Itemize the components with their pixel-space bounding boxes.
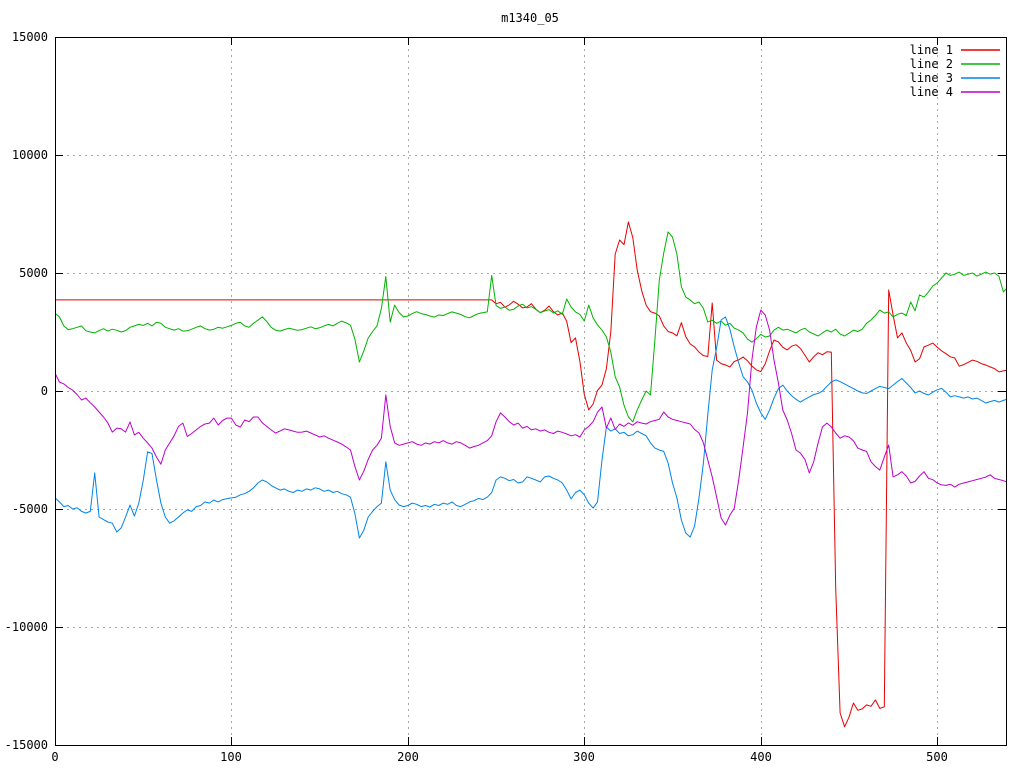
legend-label-3: line 3 [910, 71, 953, 85]
x-tick-label: 200 [397, 750, 419, 764]
y-tick-label: 15000 [12, 30, 48, 44]
series-line-3 [55, 316, 1006, 539]
y-tick-label: -10000 [5, 620, 48, 634]
series-line-4 [55, 309, 1006, 526]
data-series [55, 221, 1006, 728]
y-tick-label: 5000 [19, 266, 48, 280]
y-tick-label: -15000 [5, 738, 48, 752]
grid-lines [55, 37, 1006, 745]
y-tick-label: -5000 [12, 502, 48, 516]
x-tick-label: 0 [51, 750, 58, 764]
legend-label-1: line 1 [910, 43, 953, 57]
series-line-1 [55, 221, 1006, 728]
y-tick-label: 0 [41, 384, 48, 398]
x-tick-label: 400 [750, 750, 772, 764]
x-tick-label: 300 [573, 750, 595, 764]
chart-title: m1340_05 [501, 11, 559, 25]
axes: -15000 -10000 -5000 0 5000 10000 15000 0 100 200 3… [5, 30, 1007, 764]
legend-label-2: line 2 [910, 57, 953, 71]
x-tick-label: 100 [220, 750, 242, 764]
x-tick-label: 500 [926, 750, 948, 764]
series-line-2 [55, 231, 1006, 423]
legend-label-4: line 4 [910, 85, 953, 99]
y-tick-label: 10000 [12, 148, 48, 162]
plot-border [55, 37, 1007, 746]
